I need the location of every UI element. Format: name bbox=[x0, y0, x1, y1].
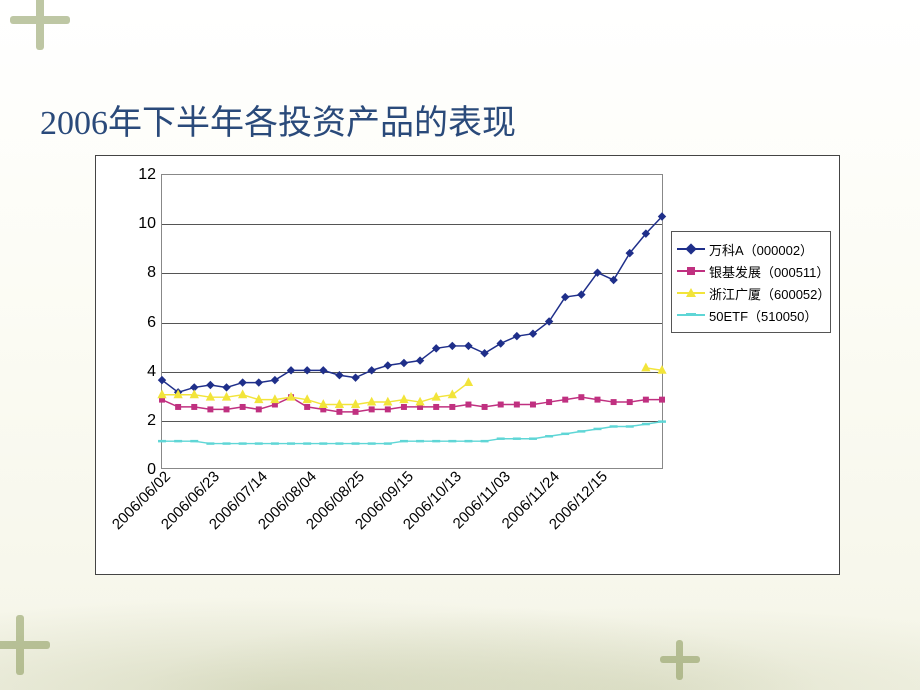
legend-item: 万科A（000002） bbox=[677, 238, 825, 260]
legend-item: 浙江广厦（600052） bbox=[677, 282, 825, 304]
series-marker bbox=[449, 404, 455, 410]
series-marker bbox=[224, 406, 230, 412]
series-marker bbox=[385, 406, 391, 412]
ytick-label: 2 bbox=[147, 412, 156, 430]
series-line bbox=[162, 217, 662, 393]
series-marker bbox=[594, 397, 600, 403]
series-marker bbox=[207, 406, 213, 412]
legend-item: 银基发展（000511） bbox=[677, 260, 825, 282]
series-marker bbox=[255, 378, 263, 386]
legend-item: 50ETF（510050） bbox=[677, 304, 825, 326]
legend-label: 万科A（000002） bbox=[709, 240, 813, 259]
series-marker bbox=[240, 404, 246, 410]
series-marker bbox=[464, 342, 472, 350]
series-marker bbox=[561, 293, 569, 301]
series-marker bbox=[238, 389, 247, 398]
legend-swatch bbox=[677, 264, 705, 278]
series-marker bbox=[480, 349, 488, 357]
legend-label: 50ETF（510050） bbox=[709, 306, 817, 325]
legend-label: 浙江广厦（600052） bbox=[709, 284, 830, 303]
series-marker bbox=[351, 373, 359, 381]
series-marker bbox=[399, 394, 408, 403]
series-svg bbox=[162, 175, 662, 468]
series-marker bbox=[384, 361, 392, 369]
series-marker bbox=[401, 404, 407, 410]
series-line bbox=[162, 422, 662, 444]
series-marker bbox=[578, 394, 584, 400]
chart-container: 0246810122006/06/022006/06/232006/07/142… bbox=[95, 155, 840, 575]
series-marker bbox=[513, 332, 521, 340]
ytick-label: 4 bbox=[147, 363, 156, 381]
series-marker bbox=[336, 409, 342, 415]
series-marker bbox=[287, 366, 295, 374]
legend: 万科A（000002）银基发展（000511）浙江广厦（600052）50ETF… bbox=[671, 231, 831, 333]
ytick-label: 8 bbox=[147, 264, 156, 282]
series-marker bbox=[496, 339, 504, 347]
series-marker bbox=[369, 406, 375, 412]
series-marker bbox=[641, 363, 650, 372]
series-marker bbox=[271, 376, 279, 384]
series-marker bbox=[611, 399, 617, 405]
series-marker bbox=[530, 402, 536, 408]
series-marker bbox=[627, 399, 633, 405]
series-line bbox=[162, 368, 662, 405]
series-marker bbox=[256, 406, 262, 412]
series-marker bbox=[157, 389, 166, 398]
series-marker bbox=[465, 402, 471, 408]
series-marker bbox=[498, 402, 504, 408]
series-marker bbox=[303, 366, 311, 374]
series-marker bbox=[562, 397, 568, 403]
series-marker bbox=[448, 342, 456, 350]
background-wash bbox=[0, 580, 920, 690]
series-line bbox=[162, 397, 662, 412]
legend-swatch bbox=[677, 286, 705, 300]
series-marker bbox=[191, 404, 197, 410]
series-marker bbox=[319, 366, 327, 374]
series-marker bbox=[448, 389, 457, 398]
series-marker bbox=[353, 409, 359, 415]
series-marker bbox=[335, 371, 343, 379]
series-marker bbox=[367, 366, 375, 374]
plot-area: 0246810122006/06/022006/06/232006/07/142… bbox=[161, 174, 663, 469]
series-marker bbox=[190, 389, 199, 398]
series-marker bbox=[464, 377, 473, 386]
series-marker bbox=[400, 359, 408, 367]
series-marker bbox=[514, 402, 520, 408]
series-marker bbox=[304, 404, 310, 410]
legend-label: 银基发展（000511） bbox=[709, 262, 829, 281]
series-marker bbox=[609, 276, 617, 284]
ornament-top-left bbox=[10, 0, 70, 50]
legend-swatch bbox=[677, 308, 705, 322]
ytick-label: 6 bbox=[147, 314, 156, 332]
ytick-label: 10 bbox=[138, 215, 156, 233]
series-marker bbox=[546, 399, 552, 405]
series-marker bbox=[206, 381, 214, 389]
series-marker bbox=[367, 397, 376, 406]
series-marker bbox=[286, 392, 295, 401]
series-marker bbox=[482, 404, 488, 410]
series-marker bbox=[433, 404, 439, 410]
series-marker bbox=[659, 397, 665, 403]
series-marker bbox=[643, 397, 649, 403]
series-marker bbox=[238, 378, 246, 386]
slide-title: 2006年下半年各投资产品的表现 bbox=[40, 95, 516, 144]
legend-swatch bbox=[677, 242, 705, 256]
series-marker bbox=[222, 383, 230, 391]
ytick-label: 12 bbox=[138, 166, 156, 184]
series-marker bbox=[175, 404, 181, 410]
series-marker bbox=[335, 399, 344, 408]
